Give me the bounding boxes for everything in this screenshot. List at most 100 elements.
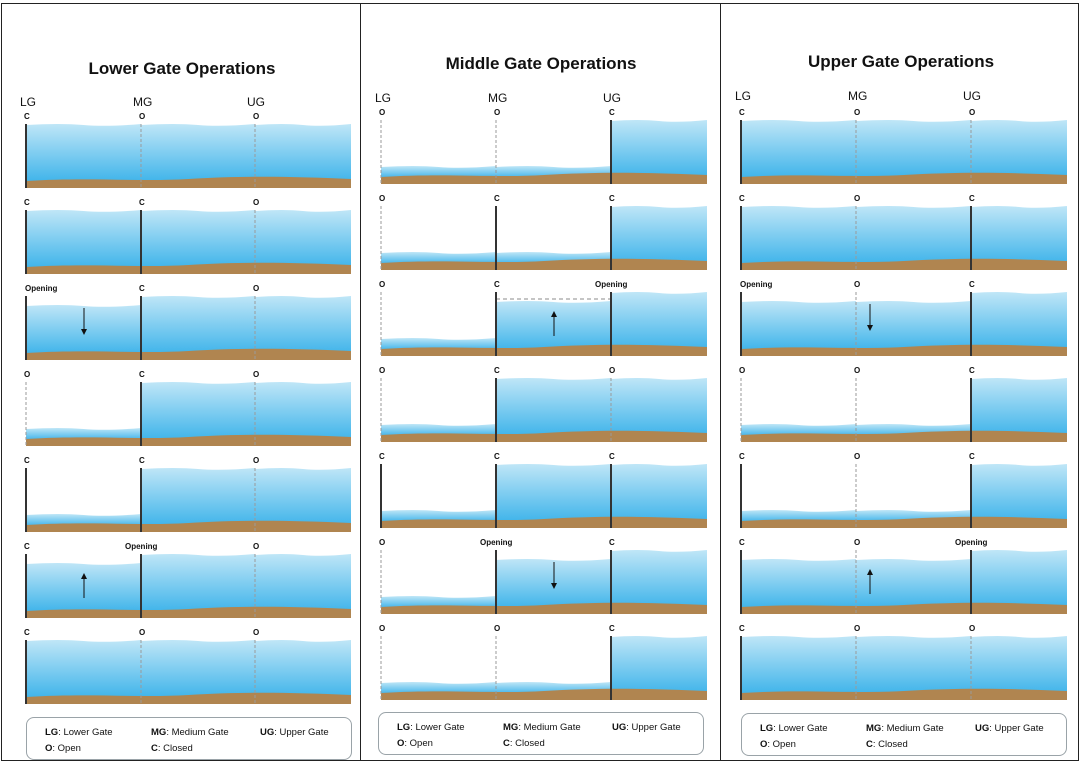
water-body [26,514,141,526]
legend: LG: Lower Gate MG: Medium Gate UG: Upper G… [26,717,352,760]
step-diagram [25,640,351,704]
gate-state-label: C [494,194,500,203]
gate-state-label: C [969,280,975,289]
legend-key: LG [760,723,774,734]
water-body [381,338,496,350]
gate-header-mg: MG [848,89,868,103]
gate-state-label: C [494,366,500,375]
gate-state-label: O [854,108,861,117]
legend-item-o: O: Open [760,739,796,750]
water-body [26,640,141,698]
water-body [381,252,496,264]
legend-text: : Lower Gate [773,723,828,734]
arrow-head-icon [81,329,87,335]
legend: LG: Lower Gate MG: Medium Gate UG: Upper G… [741,713,1067,756]
water-body [971,292,1067,350]
gate-state-label: O [24,370,31,379]
channel-bed [26,176,351,188]
channel-bed [26,348,351,360]
water-body [971,464,1067,522]
gate-state-label: C [969,194,975,203]
water-body [381,596,496,608]
water-body [141,554,255,612]
water-body [611,206,707,264]
water-body [26,428,141,440]
gate-state-label: O [253,628,260,637]
gate-header-lg: LG [735,89,752,103]
arrow-head-icon [551,311,557,317]
water-body [255,468,351,526]
gate-state-label: O [253,542,260,551]
water-body [856,559,971,608]
panel-middle-gate: Middle Gate Operations LG MG UG O O C O C C O C Open… [362,3,720,761]
gate-state-label: O [854,624,861,633]
gate-header-mg: MG [488,91,508,105]
water-body [971,378,1067,436]
step-diagram [25,124,351,188]
water-body [741,559,856,608]
water-body [496,378,611,436]
step-diagram [740,378,1067,442]
gate-state-label: Opening [595,280,628,289]
gate-state-label: O [379,538,386,547]
operation-step-3: Opening O C [722,278,1080,358]
water-body [741,120,856,178]
gate-state-label: O [253,284,260,293]
gate-state-label: C [739,624,745,633]
channel-bed [381,516,707,528]
legend-text: : Open [52,743,81,754]
gate-state-label: O [253,112,260,121]
legend-text: : Open [404,738,433,749]
legend-text: : Lower Gate [410,722,465,733]
gate-state-label: C [139,370,145,379]
water-body [381,682,496,694]
water-body [141,210,255,268]
gate-state-label: C [609,108,615,117]
gate-state-label: C [24,456,30,465]
legend-text: : Lower Gate [58,727,113,738]
legend-text: : Medium Gate [881,723,944,734]
water-body [611,292,707,350]
gate-state-label: C [139,456,145,465]
gate-state-label: O [139,628,146,637]
legend-item-lg: LG: Lower Gate [397,722,465,733]
step-diagram [740,206,1067,270]
gate-state-label: C [24,112,30,121]
water-body [611,550,707,608]
channel-bed [26,606,351,618]
gate-state-label: O [379,194,386,203]
panel-lower-gate: Lower Gate Operations LG MG UG C O O C C O Opening… [4,3,360,761]
gate-state-label: C [24,628,30,637]
channel-bed [381,602,707,614]
legend-item-ug: UG: Upper Gate [260,727,329,738]
gate-state-label: O [379,108,386,117]
water-body [741,510,856,522]
legend-item-ug: UG: Upper Gate [612,722,681,733]
water-body [611,120,707,178]
gate-state-label: O [494,624,501,633]
gate-state-label: O [854,366,861,375]
channel-bed [26,262,351,274]
gate-state-label: O [609,366,616,375]
gate-state-label: C [739,538,745,547]
gate-state-label: C [609,624,615,633]
water-body [255,640,351,698]
operation-step-3: O C Opening [362,278,720,358]
gate-state-label: C [24,542,30,551]
water-body [381,166,496,178]
legend-key: O [397,738,405,749]
water-body [141,124,255,182]
gate-header-ug: UG [963,89,981,103]
gate-state-label: C [494,452,500,461]
step-diagram [740,292,1067,356]
water-body [741,301,856,350]
